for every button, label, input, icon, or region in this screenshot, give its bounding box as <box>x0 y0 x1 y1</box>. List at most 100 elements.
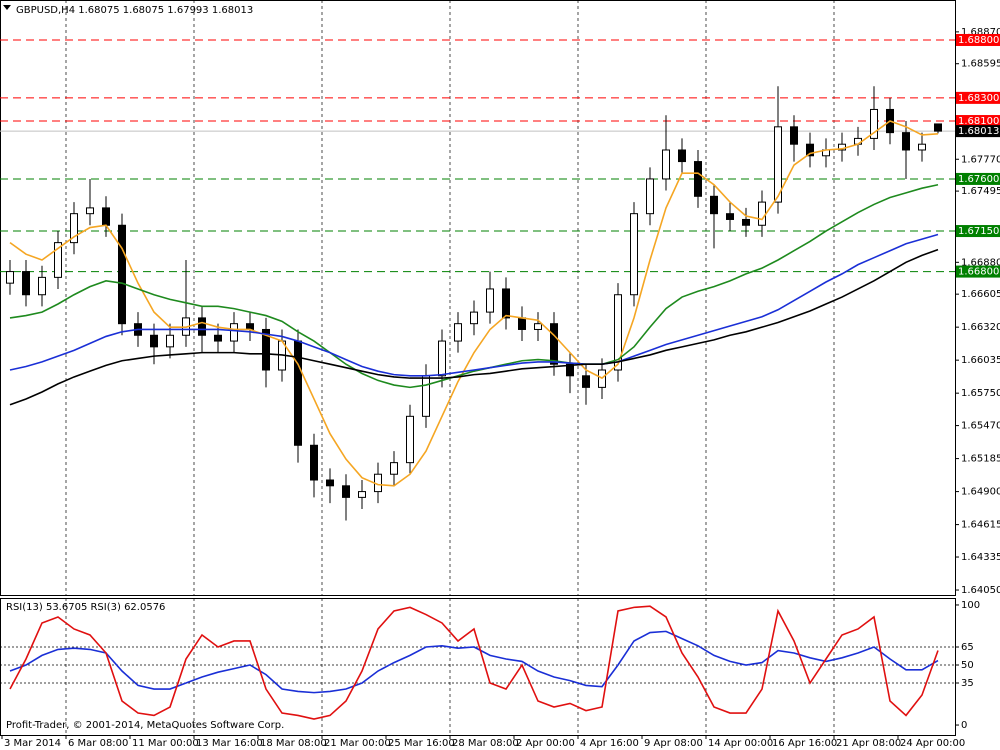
candle-body <box>118 224 126 325</box>
x-tick-label: 16 Apr 16:00 <box>772 738 837 749</box>
candle-body <box>22 271 30 296</box>
price-level-box <box>956 91 1000 104</box>
candle-body <box>38 276 46 296</box>
candle-body <box>358 491 366 498</box>
candle-body <box>54 242 62 278</box>
y-tick-label: 1.64335 <box>961 552 1000 563</box>
candle-body <box>662 149 670 180</box>
copyright: Profit-Trader, © 2001-2014, MetaQuotes S… <box>6 720 284 731</box>
candle-body <box>614 294 622 371</box>
series-line <box>9 248 939 406</box>
x-tick-label: 4 Apr 16:00 <box>580 738 639 749</box>
price-level-box <box>956 125 1000 138</box>
candle-body <box>726 213 734 220</box>
series-line <box>9 605 939 720</box>
y-tick-label: 1.68595 <box>961 59 1000 70</box>
price-level-label: 1.67600 <box>958 174 999 185</box>
candle-body <box>438 340 446 377</box>
candle-body <box>694 161 702 197</box>
candle-body <box>486 288 494 313</box>
price-level-box <box>956 33 1000 46</box>
candle-body <box>502 288 510 319</box>
candle-body <box>166 334 174 348</box>
price-level-box <box>956 225 1000 238</box>
candle-body <box>678 149 686 163</box>
candle-body <box>550 323 558 365</box>
candle-body <box>566 363 574 377</box>
candle-body <box>918 143 926 151</box>
y-tick-label: 1.64050 <box>961 585 1000 596</box>
x-tick-label: 3 Mar 2014 <box>4 738 61 749</box>
y-tick-label: 1.65185 <box>961 454 1000 465</box>
x-tick-label: 24 Apr 00:00 <box>900 738 965 749</box>
candle-body <box>230 323 238 342</box>
x-tick-label: 21 Apr 08:00 <box>836 738 901 749</box>
candle-body <box>86 207 94 215</box>
y-tick-label: 1.65470 <box>961 421 1000 432</box>
candle-body <box>406 415 414 464</box>
candle-body <box>534 323 542 330</box>
y-tick-label: 1.66320 <box>961 322 1000 333</box>
candle-body <box>262 328 270 371</box>
candle-body <box>390 462 398 475</box>
candle-body <box>710 195 718 215</box>
rsi-panel <box>0 598 956 736</box>
candle-body <box>870 108 878 139</box>
rsi-title: RSI(13) 53.6705 RSI(3) 62.0576 <box>6 602 165 613</box>
x-tick-label: 28 Mar 08:00 <box>452 738 519 749</box>
candle-body <box>6 271 14 284</box>
candle-body <box>582 375 590 388</box>
price-level-label: 1.68100 <box>958 116 999 127</box>
price-level-box <box>956 172 1000 185</box>
y-tick-label: 35 <box>961 678 974 689</box>
y-tick-label: 1.64900 <box>961 487 1000 498</box>
price-level-label: 1.68013 <box>958 126 999 137</box>
menu-triangle <box>3 5 11 10</box>
series-line <box>9 630 939 694</box>
x-tick-label: 21 Mar 00:00 <box>324 738 391 749</box>
candle-body <box>806 143 814 157</box>
candle-body <box>70 213 78 244</box>
candle-body <box>246 323 254 330</box>
y-tick-label: 1.64615 <box>961 520 1000 531</box>
y-tick-label: 1.67770 <box>961 154 1000 165</box>
price-level-label: 1.68800 <box>958 35 999 46</box>
series-line <box>9 233 939 377</box>
x-tick-label: 6 Mar 08:00 <box>68 738 128 749</box>
candle-body <box>326 479 334 487</box>
x-tick-label: 11 Mar 00:00 <box>132 738 199 749</box>
series-line <box>9 120 939 487</box>
candle-body <box>742 218 750 226</box>
candle-body <box>342 485 350 498</box>
candle-body <box>774 126 782 203</box>
x-tick-label: 13 Mar 16:00 <box>196 738 263 749</box>
candle-body <box>790 126 798 145</box>
price-level-label: 1.68300 <box>958 93 999 104</box>
price-level-box <box>956 265 1000 278</box>
x-tick-label: 18 Mar 08:00 <box>260 738 327 749</box>
chart-title: GBPUSD,H4 1.68075 1.68075 1.67993 1.6801… <box>16 5 253 16</box>
y-tick-label: 65 <box>961 642 974 653</box>
y-tick-label: 1.68870 <box>961 27 1000 38</box>
y-tick-label: 0 <box>961 720 967 731</box>
candle-body <box>422 375 430 417</box>
x-tick-label: 14 Apr 00:00 <box>708 738 773 749</box>
candle-body <box>934 123 942 132</box>
series-line <box>9 183 939 389</box>
main-panel <box>0 0 956 596</box>
price-level-box <box>956 115 1000 128</box>
candle-body <box>310 444 318 481</box>
candle-body <box>150 334 158 348</box>
x-tick-label: 25 Mar 16:00 <box>388 738 455 749</box>
x-tick-label: 2 Apr 00:00 <box>516 738 575 749</box>
candle-body <box>902 132 910 151</box>
y-tick-label: 1.67495 <box>961 186 1000 197</box>
candle-body <box>470 311 478 325</box>
candle-body <box>102 207 110 226</box>
price-level-label: 1.67150 <box>958 226 999 237</box>
candle-body <box>758 201 766 226</box>
price-level-label: 1.66800 <box>958 267 999 278</box>
candle-body <box>518 317 526 330</box>
